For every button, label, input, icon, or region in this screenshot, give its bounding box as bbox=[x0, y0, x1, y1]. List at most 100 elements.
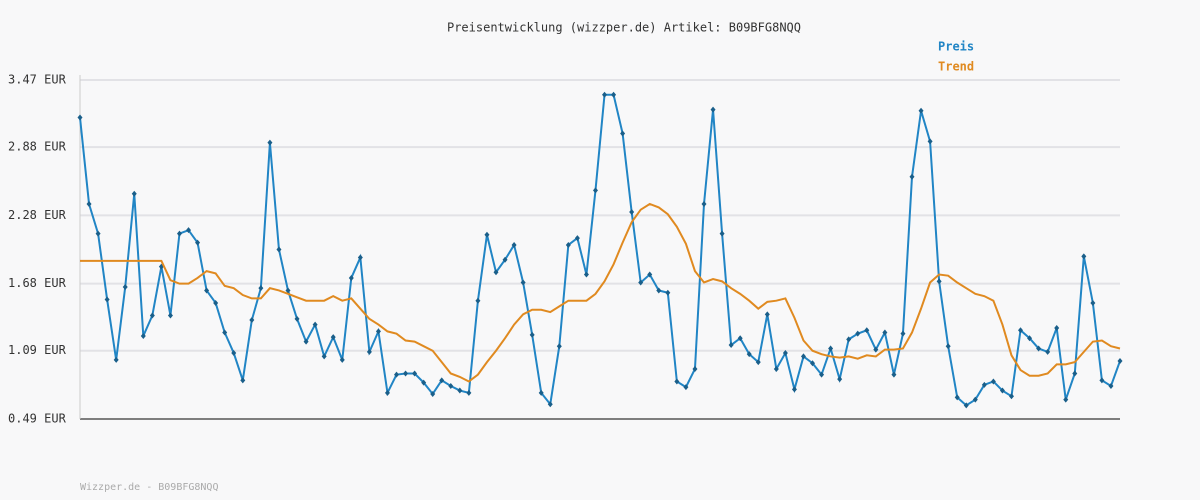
marker bbox=[303, 338, 309, 345]
marker bbox=[773, 365, 779, 372]
marker bbox=[701, 200, 707, 207]
marker bbox=[592, 187, 598, 194]
y-tick-label: 1.68 EUR bbox=[8, 276, 67, 290]
marker bbox=[692, 365, 698, 372]
marker bbox=[195, 239, 201, 246]
y-tick-label: 2.88 EUR bbox=[8, 140, 67, 154]
marker bbox=[222, 329, 228, 336]
marker bbox=[719, 230, 725, 237]
marker bbox=[1108, 383, 1114, 390]
marker bbox=[864, 327, 870, 334]
marker bbox=[873, 346, 879, 353]
marker bbox=[475, 297, 481, 304]
marker bbox=[936, 278, 942, 285]
marker bbox=[710, 106, 716, 113]
marker bbox=[384, 389, 390, 396]
marker bbox=[945, 343, 951, 350]
marker bbox=[1008, 393, 1014, 400]
marker bbox=[511, 241, 517, 248]
marker bbox=[258, 285, 264, 292]
marker bbox=[674, 378, 680, 385]
marker bbox=[565, 241, 571, 248]
marker bbox=[421, 379, 427, 386]
marker bbox=[167, 312, 173, 319]
marker bbox=[665, 289, 671, 296]
line bbox=[79, 93, 1121, 407]
marker bbox=[547, 401, 553, 408]
marker bbox=[357, 254, 363, 261]
marker bbox=[457, 387, 463, 394]
legend-label: Trend bbox=[938, 60, 974, 74]
marker bbox=[520, 279, 526, 286]
marker bbox=[294, 315, 300, 322]
marker bbox=[990, 378, 996, 385]
marker bbox=[656, 287, 662, 294]
marker bbox=[1099, 377, 1105, 384]
marker bbox=[1036, 345, 1042, 352]
marker bbox=[638, 279, 644, 286]
marker bbox=[755, 359, 761, 366]
marker bbox=[882, 329, 888, 336]
marker bbox=[529, 331, 535, 338]
marker bbox=[176, 230, 182, 237]
marker bbox=[348, 274, 354, 281]
marker bbox=[1072, 370, 1078, 377]
marker bbox=[620, 130, 626, 137]
marker bbox=[113, 356, 119, 363]
marker bbox=[493, 269, 499, 276]
marker bbox=[1117, 357, 1123, 364]
marker bbox=[629, 208, 635, 215]
marker bbox=[77, 114, 83, 121]
marker bbox=[186, 227, 192, 234]
marker bbox=[556, 343, 562, 350]
marker bbox=[1054, 324, 1060, 331]
marker bbox=[204, 287, 210, 294]
marker bbox=[611, 91, 617, 98]
marker bbox=[1090, 299, 1096, 306]
marker bbox=[746, 351, 752, 358]
marker bbox=[412, 370, 418, 377]
marker bbox=[466, 389, 472, 396]
marker bbox=[918, 107, 924, 114]
marker bbox=[981, 381, 987, 388]
y-tick-label: 3.47 EUR bbox=[8, 73, 67, 87]
marker bbox=[330, 334, 336, 341]
marker bbox=[972, 396, 978, 403]
marker bbox=[104, 296, 110, 303]
marker bbox=[403, 370, 409, 377]
marker bbox=[927, 138, 933, 145]
marker bbox=[267, 139, 273, 146]
marker bbox=[764, 311, 770, 318]
legend-label: Preis bbox=[938, 40, 974, 54]
marker bbox=[285, 287, 291, 294]
marker bbox=[963, 402, 969, 409]
marker bbox=[1063, 396, 1069, 403]
marker bbox=[502, 256, 508, 263]
marker bbox=[394, 371, 400, 378]
marker bbox=[683, 384, 689, 391]
marker bbox=[538, 389, 544, 396]
y-tick-label: 2.28 EUR bbox=[8, 208, 67, 222]
chart-title: Preisentwicklung (wizzper.de) Artikel: B… bbox=[447, 21, 801, 35]
marker bbox=[439, 377, 445, 384]
marker bbox=[240, 377, 246, 384]
marker bbox=[574, 235, 580, 242]
marker bbox=[321, 353, 327, 360]
marker bbox=[647, 271, 653, 278]
marker bbox=[602, 91, 608, 98]
marker bbox=[1027, 335, 1033, 342]
marker bbox=[791, 386, 797, 393]
footer: Wizzper.de - B09BFG8NQQ bbox=[80, 482, 218, 493]
marker bbox=[213, 299, 219, 306]
marker bbox=[837, 376, 843, 383]
marker bbox=[1018, 327, 1024, 334]
marker bbox=[430, 390, 436, 397]
marker bbox=[583, 271, 589, 278]
marker bbox=[855, 330, 861, 337]
marker bbox=[999, 387, 1005, 394]
marker bbox=[728, 342, 734, 349]
marker bbox=[819, 371, 825, 378]
marker bbox=[366, 348, 372, 355]
